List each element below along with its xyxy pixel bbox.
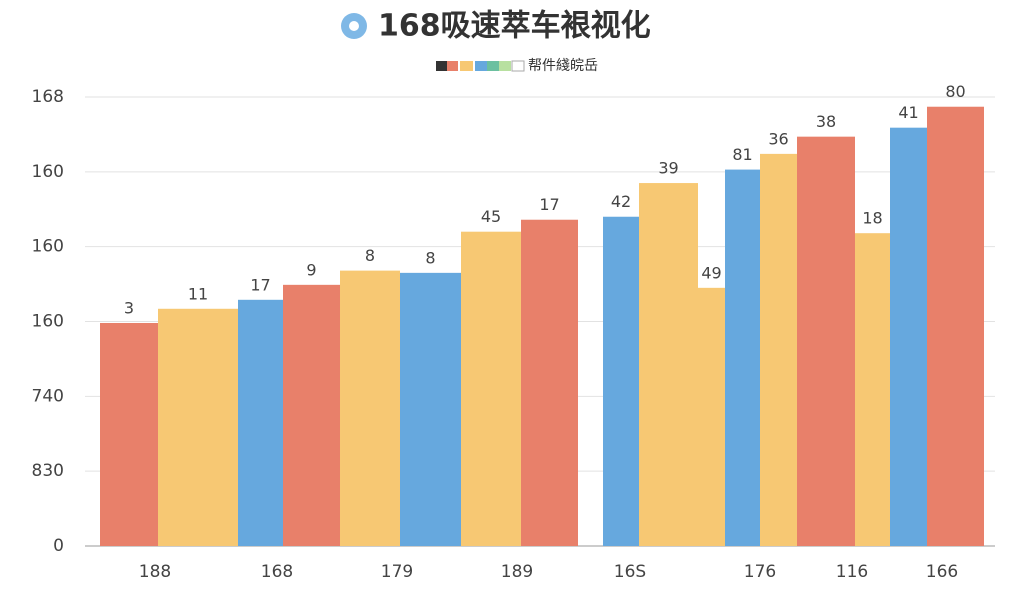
chart-title: 168吸速萃车裉视化: [378, 9, 651, 44]
bar: [725, 169, 760, 547]
bar: [603, 216, 639, 546]
y-tick-label: 160: [32, 162, 64, 182]
x-tick-label: 16S: [614, 562, 646, 582]
bar: [400, 272, 461, 546]
bar: [100, 322, 158, 546]
bar: [760, 153, 797, 546]
x-tick-label: 176: [744, 562, 776, 582]
value-label: 11: [188, 284, 208, 303]
bar: [698, 287, 725, 546]
bar: [461, 231, 521, 546]
bar: [158, 308, 238, 546]
bar: [927, 106, 984, 546]
bar: [283, 284, 340, 546]
bar: [797, 136, 855, 546]
x-tick-label: 166: [926, 562, 958, 582]
value-label: 3: [124, 298, 134, 317]
y-tick-label: 830: [32, 461, 64, 481]
bar: [855, 233, 890, 547]
title-icon-dot: [349, 21, 359, 31]
value-label: 38: [816, 112, 836, 131]
legend-text: 帮件綫皖岳: [528, 58, 598, 74]
bar: [340, 270, 400, 546]
value-label: 49: [701, 263, 721, 282]
y-tick-label: 168: [32, 87, 64, 107]
bar: [890, 127, 927, 546]
legend-swatches: [436, 60, 525, 72]
value-label: 9: [306, 260, 316, 279]
value-label: 80: [945, 82, 965, 101]
value-label: 81: [732, 145, 752, 164]
value-label: 39: [658, 159, 678, 178]
value-label: 8: [425, 248, 435, 267]
value-label: 17: [250, 275, 270, 294]
y-tick-label: 160: [32, 312, 64, 332]
value-label: 45: [481, 207, 501, 226]
y-tick-label: 740: [32, 386, 64, 406]
value-label: 42: [611, 192, 631, 211]
x-tick-label: 168: [261, 562, 293, 582]
value-label: 18: [862, 209, 882, 228]
bar: [521, 219, 578, 546]
y-tick-label: 160: [32, 237, 64, 257]
x-tick-label: 188: [139, 562, 171, 582]
bar: [238, 299, 283, 546]
x-tick-label: 116: [836, 562, 868, 582]
value-label: 41: [898, 103, 918, 122]
y-tick-label: 0: [53, 536, 64, 556]
value-label: 8: [365, 246, 375, 265]
value-label: 17: [539, 195, 559, 214]
x-tick-label: 189: [501, 562, 533, 582]
x-tick-label: 179: [381, 562, 413, 582]
bar: [639, 183, 698, 546]
value-label: 36: [768, 129, 788, 148]
